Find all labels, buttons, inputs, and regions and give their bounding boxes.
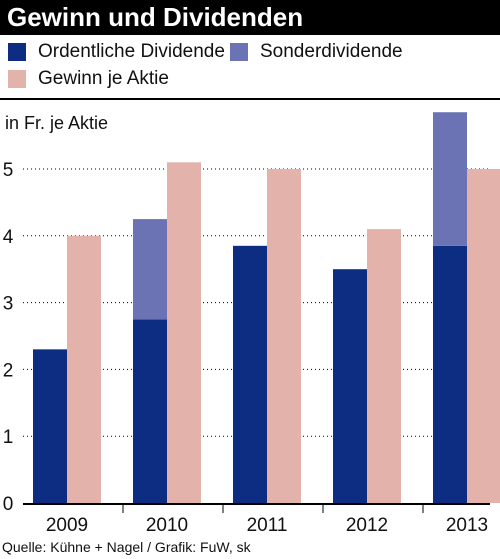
y-tick-label-3: 3 <box>3 294 14 315</box>
legend-item-gewinn-je-aktie: Gewinn je Aktie <box>8 67 169 91</box>
bar-sonderdividende-2010 <box>133 219 167 320</box>
title-bar: Gewinn und Dividenden <box>0 0 500 35</box>
y-tick-label-4: 4 <box>3 227 14 248</box>
legend-label-sonderdividende: Sonderdividende <box>260 41 403 62</box>
legend-divider <box>0 98 500 100</box>
x-tick-label-2011: 2011 <box>247 515 288 536</box>
legend-swatch-gewinn-je-aktie <box>8 70 26 88</box>
bar-ordentliche-dividende-2009 <box>33 349 67 503</box>
bar-ordentliche-dividende-2010 <box>133 319 167 503</box>
bar-ordentliche-dividende-2013 <box>433 245 467 503</box>
bar-gewinn-je-aktie-2011 <box>267 169 301 503</box>
bar-sonderdividende-2013 <box>433 112 467 246</box>
y-tick-label-0: 0 <box>3 494 14 515</box>
legend-item-ordentliche-dividende: Ordentliche Dividende <box>8 40 225 64</box>
chart-title: Gewinn und Dividenden <box>7 2 304 32</box>
x-tick-label-2010: 2010 <box>146 515 188 536</box>
legend-item-sonderdividende: Sonderdividende <box>230 40 403 64</box>
bar-gewinn-je-aktie-2012 <box>367 229 401 503</box>
x-tick-label-2013: 2013 <box>446 515 488 536</box>
legend-swatch-ordentliche-dividende <box>8 43 26 61</box>
bar-ordentliche-dividende-2012 <box>333 269 367 503</box>
legend-label-gewinn-je-aktie: Gewinn je Aktie <box>38 68 169 89</box>
legend-label-ordentliche-dividende: Ordentliche Dividende <box>38 41 225 62</box>
x-tick-label-2009: 2009 <box>46 515 88 536</box>
bar-gewinn-je-aktie-2010 <box>167 162 201 503</box>
y-axis-unit-label: in Fr. je Aktie <box>5 113 109 133</box>
bar-ordentliche-dividende-2011 <box>233 245 267 503</box>
bar-gewinn-je-aktie-2009 <box>67 235 101 504</box>
y-tick-label-2: 2 <box>3 360 14 381</box>
legend-swatch-sonderdividende <box>230 43 248 61</box>
y-tick-label-5: 5 <box>3 160 14 181</box>
source-note: Quelle: Kühne + Nagel / Grafik: FuW, sk <box>2 539 251 555</box>
x-tick-label-2012: 2012 <box>346 515 388 536</box>
bar-gewinn-je-aktie-2013 <box>467 169 500 503</box>
bar-chart: 0 1 2 3 4 5 2009 2010 2011 2012 2013 <box>3 112 500 536</box>
y-tick-label-1: 1 <box>3 427 14 448</box>
